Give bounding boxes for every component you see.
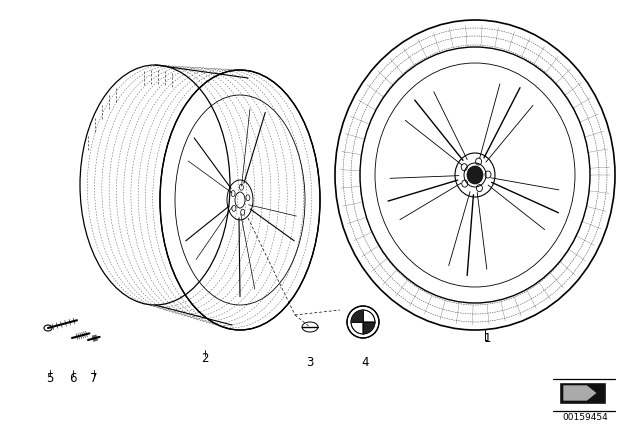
Text: 1: 1 xyxy=(483,332,491,345)
Wedge shape xyxy=(363,322,374,333)
Text: 3: 3 xyxy=(307,356,314,369)
Text: 7: 7 xyxy=(90,371,98,384)
Text: 5: 5 xyxy=(46,371,54,384)
Ellipse shape xyxy=(467,166,483,184)
Wedge shape xyxy=(352,311,363,322)
Text: 4: 4 xyxy=(361,356,369,369)
Polygon shape xyxy=(563,385,597,401)
Text: 6: 6 xyxy=(69,371,77,384)
Polygon shape xyxy=(560,383,605,403)
Text: 00159454: 00159454 xyxy=(562,413,608,422)
Text: 2: 2 xyxy=(201,352,209,365)
